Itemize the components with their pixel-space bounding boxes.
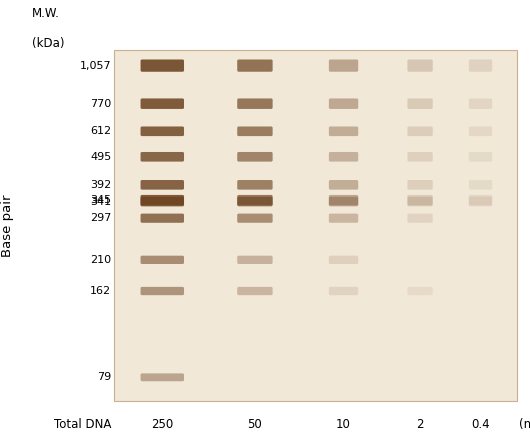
FancyBboxPatch shape xyxy=(237,127,272,136)
FancyBboxPatch shape xyxy=(469,152,492,162)
FancyBboxPatch shape xyxy=(329,99,358,109)
Text: 1,057: 1,057 xyxy=(80,60,111,71)
Text: 50: 50 xyxy=(248,418,262,431)
FancyBboxPatch shape xyxy=(237,180,272,190)
Text: 162: 162 xyxy=(90,286,111,296)
FancyBboxPatch shape xyxy=(237,195,272,205)
FancyBboxPatch shape xyxy=(329,287,358,295)
Text: 79: 79 xyxy=(97,372,111,382)
FancyBboxPatch shape xyxy=(408,197,432,206)
FancyBboxPatch shape xyxy=(237,197,272,206)
FancyBboxPatch shape xyxy=(329,127,358,136)
FancyBboxPatch shape xyxy=(140,180,184,190)
Text: 345: 345 xyxy=(90,195,111,205)
Text: M.W.: M.W. xyxy=(32,7,60,20)
Text: 341: 341 xyxy=(90,197,111,207)
FancyBboxPatch shape xyxy=(408,152,432,162)
FancyBboxPatch shape xyxy=(140,60,184,72)
FancyBboxPatch shape xyxy=(329,60,358,72)
FancyBboxPatch shape xyxy=(329,197,358,206)
FancyBboxPatch shape xyxy=(140,287,184,295)
Text: 612: 612 xyxy=(90,126,111,136)
Text: 392: 392 xyxy=(90,180,111,190)
Text: Total DNA: Total DNA xyxy=(54,418,111,431)
Text: (kDa): (kDa) xyxy=(32,37,64,50)
FancyBboxPatch shape xyxy=(140,197,184,206)
FancyBboxPatch shape xyxy=(329,256,358,264)
FancyBboxPatch shape xyxy=(237,60,272,72)
Text: Base pair: Base pair xyxy=(2,194,14,257)
Text: 297: 297 xyxy=(90,213,111,223)
FancyBboxPatch shape xyxy=(469,195,492,205)
FancyBboxPatch shape xyxy=(408,180,432,190)
FancyBboxPatch shape xyxy=(469,180,492,190)
Text: 495: 495 xyxy=(90,152,111,162)
FancyBboxPatch shape xyxy=(237,214,272,223)
FancyBboxPatch shape xyxy=(140,127,184,136)
FancyBboxPatch shape xyxy=(237,99,272,109)
FancyBboxPatch shape xyxy=(237,152,272,162)
Text: 770: 770 xyxy=(90,99,111,109)
FancyBboxPatch shape xyxy=(408,60,432,72)
FancyBboxPatch shape xyxy=(408,127,432,136)
FancyBboxPatch shape xyxy=(408,214,432,223)
FancyBboxPatch shape xyxy=(329,195,358,205)
FancyBboxPatch shape xyxy=(408,99,432,109)
Text: 10: 10 xyxy=(336,418,351,431)
FancyBboxPatch shape xyxy=(140,214,184,223)
FancyBboxPatch shape xyxy=(140,256,184,264)
Text: 250: 250 xyxy=(151,418,173,431)
FancyBboxPatch shape xyxy=(329,180,358,190)
Bar xyxy=(114,50,517,401)
FancyBboxPatch shape xyxy=(408,287,432,295)
FancyBboxPatch shape xyxy=(140,373,184,381)
Text: 210: 210 xyxy=(90,255,111,265)
Text: 0.4: 0.4 xyxy=(471,418,490,431)
FancyBboxPatch shape xyxy=(329,152,358,162)
FancyBboxPatch shape xyxy=(469,127,492,136)
FancyBboxPatch shape xyxy=(469,197,492,206)
FancyBboxPatch shape xyxy=(329,214,358,223)
FancyBboxPatch shape xyxy=(408,195,432,205)
FancyBboxPatch shape xyxy=(237,256,272,264)
Text: (ng/Lane): (ng/Lane) xyxy=(519,418,530,431)
FancyBboxPatch shape xyxy=(469,99,492,109)
Text: 2: 2 xyxy=(417,418,424,431)
FancyBboxPatch shape xyxy=(140,99,184,109)
FancyBboxPatch shape xyxy=(469,60,492,72)
FancyBboxPatch shape xyxy=(140,152,184,162)
FancyBboxPatch shape xyxy=(140,195,184,205)
FancyBboxPatch shape xyxy=(237,287,272,295)
